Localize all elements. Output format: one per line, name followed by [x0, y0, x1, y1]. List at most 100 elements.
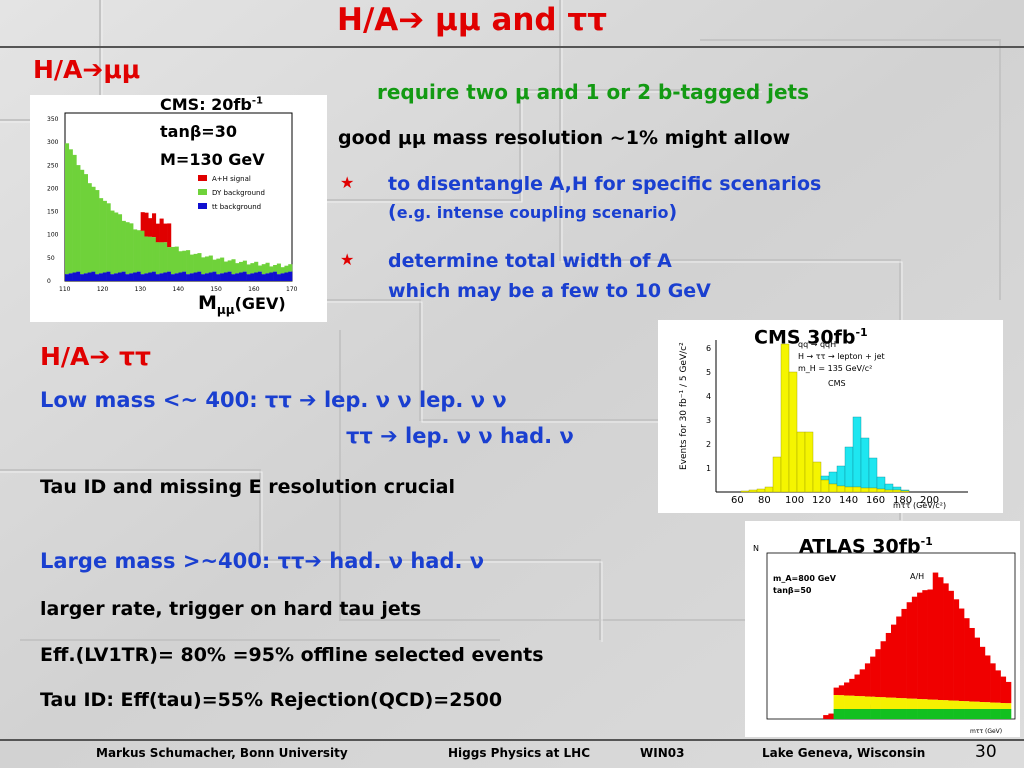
atlas-tt-bar: [859, 709, 866, 719]
atlas-signal-bar: [849, 678, 855, 696]
dy-bar: [246, 264, 251, 275]
dy-bar: [178, 251, 183, 273]
dy-bar: [254, 261, 259, 273]
atlas-signal-bar: [927, 589, 934, 700]
tt-bar: [223, 272, 228, 281]
atlas-signal-bar: [990, 663, 996, 703]
atlas-tt-bar: [906, 709, 913, 719]
mumu-legend-swatch: [198, 203, 207, 209]
cms-background-bar: [804, 431, 814, 493]
footer-talk: Higgs Physics at LHC: [448, 746, 591, 760]
atlas-tt-bar: [943, 709, 949, 719]
atlas-signal-bar: [880, 641, 887, 698]
atlas-signal-bar: [854, 674, 860, 696]
mumu-param-mass: M=130 GeV: [160, 150, 265, 169]
atlas-signal-bar: [917, 592, 923, 699]
tt-bar: [193, 272, 198, 281]
tt-bar: [250, 273, 255, 281]
cms-xtick: 60: [731, 495, 744, 506]
mumu-xtick: 110: [59, 286, 71, 293]
atlas-signal-bar: [974, 637, 980, 702]
atlas-zjet-bar: [880, 697, 887, 709]
atlas-zjet-bar: [906, 698, 913, 709]
tt-bar: [110, 274, 115, 281]
large-mass-text: Large mass >~400: ττ➔ had. ν had. ν: [40, 549, 485, 573]
atlas-tt-bar: [901, 709, 907, 719]
atlas-signal-bar: [953, 599, 960, 701]
atlas-zjet-bar: [896, 698, 902, 709]
cms-mumu-plot: 110 120 130 140 150 160 170 350 300 250 200 150 100 5…: [30, 95, 327, 322]
cms-background-bar: [828, 483, 838, 493]
atlas-tt-bar: [953, 709, 960, 719]
cms-tautau-plot: Events for 30 fb⁻¹ / 5 GeV/c² qq → qqH H →…: [658, 320, 1003, 513]
cms-ytick: 4: [706, 392, 711, 401]
cms-signal-bar: [820, 475, 830, 481]
atlas-zjet-bar: [984, 702, 991, 709]
atlas-tt-bar: [984, 709, 991, 719]
mumu-xtick: 140: [173, 286, 185, 293]
footer-author: Markus Schumacher, Bonn University: [96, 746, 348, 760]
bullet-1-line1: to disentangle A,H for specific scenario…: [388, 173, 822, 195]
atlas-tt-bar: [958, 709, 965, 719]
dy-bar: [72, 154, 77, 273]
cms-signal-bar: [828, 471, 838, 485]
cms-background-bar: [884, 489, 894, 493]
mumu-ytick: 0: [47, 278, 51, 285]
dy-bar: [204, 256, 210, 274]
atlas-zjet-bar: [979, 702, 986, 709]
atlas-zjet-bar: [901, 698, 907, 709]
cms-signal-bar: [836, 465, 846, 487]
dy-bar: [91, 186, 96, 272]
dy-bar: [186, 250, 191, 275]
cms-xtick: 180: [893, 495, 912, 506]
tt-bar: [65, 274, 70, 281]
tt-bar: [152, 271, 157, 281]
atlas-plot-label: ATLAS 30fb-1: [799, 535, 933, 558]
atlas-zjet-bar: [1005, 703, 1012, 709]
signal-bar: [144, 212, 149, 237]
atlas-signal-bar: [1000, 676, 1007, 703]
atlas-signal-bar: [964, 618, 970, 702]
mumu-xtick: 130: [135, 286, 147, 293]
atlas-zjet-bar: [854, 696, 860, 709]
atlas-zjet-bar: [1000, 703, 1007, 709]
mumu-ytick: 50: [47, 255, 55, 262]
cms-xlabel: mττ (GeV/c²): [893, 501, 946, 510]
atlas-zjet-bar: [964, 701, 970, 709]
tt-bar: [231, 274, 236, 281]
tt-bar: [186, 274, 191, 281]
dy-bar: [189, 254, 194, 274]
signal-bar: [167, 223, 172, 248]
dy-bar: [155, 242, 160, 275]
cms-xtick: 200: [920, 495, 939, 506]
slide-title: H/A➔ μμ and ττ: [337, 2, 607, 38]
page-number: 30: [975, 742, 997, 762]
cms-background-bar: [876, 488, 886, 493]
tautau-heading: H/A➔ ττ: [40, 342, 151, 371]
cms-background-bar: [772, 456, 782, 493]
cms-xtick: 120: [812, 495, 831, 506]
tt-bar: [140, 274, 145, 281]
tt-bar: [99, 273, 104, 281]
tt-bar: [80, 274, 85, 281]
cms-ytick: 3: [706, 416, 711, 425]
cms-xtick: 160: [866, 495, 885, 506]
cms-background-bar: [892, 489, 902, 493]
cms-background-bar: [740, 490, 750, 493]
tt-bar: [91, 271, 96, 281]
rate-text: larger rate, trigger on hard tau jets: [40, 598, 422, 620]
dy-bar: [220, 257, 225, 274]
atlas-zjet-bar: [833, 695, 840, 709]
atlas-zjet-bar: [990, 702, 996, 709]
atlas-signal-bar: [911, 596, 918, 699]
tt-bar: [133, 272, 138, 281]
cms-ytick: 5: [706, 368, 711, 377]
dy-bar: [129, 223, 134, 274]
cms-process-1: qq → qqH: [798, 340, 836, 349]
cms-signal-bar: [884, 483, 894, 491]
tt-bar: [280, 273, 285, 281]
tt-bar: [148, 272, 153, 281]
atlas-zjet-bar: [849, 695, 855, 709]
mumu-legend-swatch: [198, 175, 207, 181]
cms-background-bar: [900, 490, 910, 493]
